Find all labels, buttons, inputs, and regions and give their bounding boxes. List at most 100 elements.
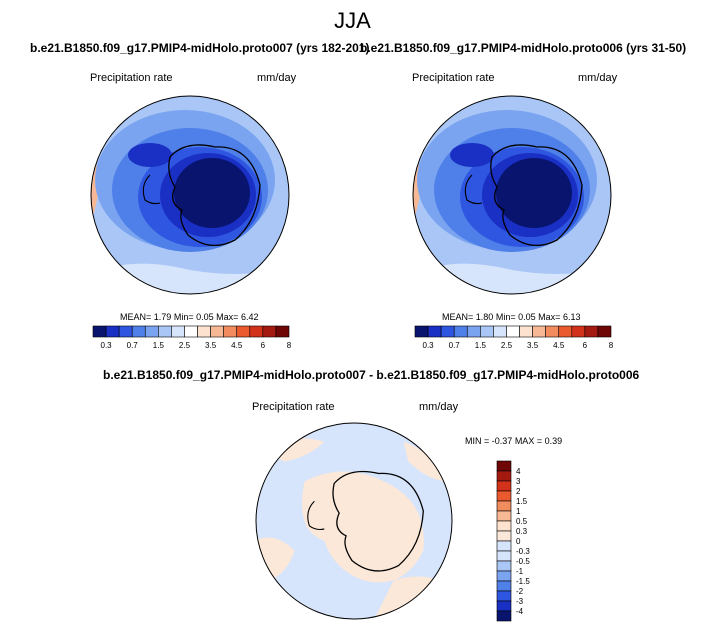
panel3-colorbar-swatch: [496, 550, 512, 562]
panel3-colorbar-tick-label: -2: [516, 587, 524, 596]
panel2-title: b.e21.B1850.f09_g17.PMIP4-midHolo.proto0…: [360, 41, 687, 55]
panel2-colorbar-tick-label: 6: [583, 341, 588, 350]
panel2-min: 0.05: [518, 312, 536, 322]
panel2-colorbar-tick-label: 0.3: [423, 341, 435, 350]
panel3-min-label: MIN =: [465, 436, 490, 446]
panel1-colorbar-tick-label: 4.5: [231, 341, 243, 350]
panel1-colorbar-swatch: [105, 325, 120, 338]
panel3-colorbar-tick-label: -0.3: [516, 547, 530, 556]
panel3-colorbar-swatch: [496, 520, 512, 532]
panel2-colorbar-swatch: [506, 325, 520, 338]
panel1-max-label: Max=: [216, 312, 239, 322]
panel2-max-label: Max=: [538, 312, 561, 322]
panel1-variable: Precipitation rate: [90, 72, 173, 84]
panel1-colorbar-swatch: [210, 325, 224, 338]
panel3-colorbar-tick-label: 2: [516, 487, 521, 496]
panel1-colorbar-swatch: [144, 325, 159, 338]
panel2-mean-label: MEAN=: [442, 312, 474, 322]
panel2-colorbar-swatch: [571, 325, 586, 338]
panel2-colorbar-swatch: [493, 325, 507, 338]
panel2-units: mm/day: [578, 72, 618, 84]
panel1-colorbar-swatch: [118, 325, 133, 338]
panel1-title: b.e21.B1850.f09_g17.PMIP4-midHolo.proto0…: [30, 41, 370, 55]
panel2-min-label: Min=: [495, 312, 516, 322]
panel1-min-label: Min=: [173, 312, 194, 322]
panel3-colorbar-swatch: [496, 490, 512, 502]
panel1-mean-label: MEAN=: [120, 312, 152, 322]
panel2-colorbar: 0.3 0.7 1.5 2.5 3.5 4.5 6 8: [414, 325, 614, 350]
panel1-colorbar-swatch: [236, 325, 251, 338]
panel1-colorbar-tick-label: 3.5: [205, 341, 217, 350]
panel1-colorbar-swatch: [223, 325, 238, 338]
panel1-map: [90, 95, 290, 295]
panel1-colorbar-swatch: [249, 325, 264, 338]
panel2-colorbar-swatch: [414, 325, 429, 338]
panel2-stats: MEAN= 1.80 Min= 0.05 Max= 6.13: [442, 312, 580, 322]
panel3-colorbar-swatch: [496, 470, 512, 482]
panel2-colorbar-tick-label: 8: [609, 341, 614, 350]
panel2-colorbar-swatch: [584, 325, 599, 338]
panel2-colorbar-swatch: [480, 325, 494, 338]
panel3-map: [255, 422, 453, 620]
panel3-colorbar-tick-label: 1: [516, 507, 521, 516]
panel2-colorbar-tick-label: 1.5: [475, 341, 487, 350]
panel1-colorbar-swatch: [275, 325, 290, 338]
panel2-colorbar-tick-label: 2.5: [501, 341, 513, 350]
panel1-mean: 1.79: [153, 312, 172, 322]
panel3-colorbar-swatch: [496, 580, 512, 592]
panel1-colorbar-swatch: [262, 325, 277, 338]
panel1-colorbar-tick-label: 1.5: [153, 341, 165, 350]
panel3-title: b.e21.B1850.f09_g17.PMIP4-midHolo.proto0…: [103, 368, 640, 382]
panel2-colorbar-swatch: [466, 325, 481, 338]
panel2-colorbar-swatch: [597, 325, 612, 338]
panel3-colorbar-swatch: [496, 500, 512, 512]
panel2-mean: 1.80: [475, 312, 494, 322]
panel3-units: mm/day: [419, 401, 459, 413]
panel1-colorbar-swatch: [131, 325, 146, 338]
panel3-max-label: MAX =: [514, 436, 543, 446]
panel3-colorbar-tick-label: -1: [516, 567, 524, 576]
panel3-min: -0.37: [491, 436, 513, 446]
panel1-colorbar-tick-label: 8: [287, 341, 292, 350]
panel3-colorbar-tick-label: -1.5: [516, 577, 530, 586]
panel2-max: 6.13: [562, 312, 581, 322]
panel1-colorbar-swatch: [197, 325, 211, 338]
figure-title: JJA: [334, 8, 371, 33]
panel1-colorbar-swatch: [184, 325, 198, 338]
panel3-stats: MIN = -0.37 MAX = 0.39: [465, 436, 562, 446]
panel2-colorbar-swatch: [558, 325, 573, 338]
panel3-colorbar-swatch: [496, 610, 512, 622]
panel2-colorbar-tick-label: 4.5: [553, 341, 565, 350]
panel1-colorbar-tick-label: 6: [261, 341, 266, 350]
panel1-min: 0.05: [196, 312, 214, 322]
panel1-colorbar-swatch: [92, 325, 107, 338]
panel3-colorbar-tick-label: -3: [516, 597, 524, 606]
panel2-variable: Precipitation rate: [412, 72, 495, 84]
panel3-colorbar-tick-label: 0.5: [516, 517, 528, 526]
panel1-units: mm/day: [257, 72, 297, 84]
panel3-colorbar-tick-label: 1.5: [516, 497, 528, 506]
panel3-colorbar-swatch: [496, 590, 512, 602]
panel2-colorbar-tick-label: 3.5: [527, 341, 539, 350]
panel3-colorbar-tick-label: -4: [516, 607, 524, 616]
panel3-colorbar-tick-label: -0.5: [516, 557, 530, 566]
panel2-colorbar-swatch: [440, 325, 455, 338]
panel3-colorbar-swatch: [496, 460, 512, 472]
panel3-colorbar-tick-label: 0.3: [516, 527, 528, 536]
panel2-colorbar-swatch: [532, 325, 546, 338]
panel3-colorbar-tick-label: 0: [516, 537, 521, 546]
panel1-max: 6.42: [240, 312, 259, 322]
panel3-colorbar-swatch: [496, 540, 512, 552]
panel2-colorbar-swatch: [545, 325, 560, 338]
panel1-colorbar-tick-label: 0.7: [127, 341, 139, 350]
panel2-colorbar-swatch: [519, 325, 533, 338]
panel2-colorbar-tick-label: 0.7: [449, 341, 461, 350]
panel3-colorbar-swatch: [496, 600, 512, 612]
panel3-colorbar-swatch: [496, 510, 512, 522]
panel3-variable: Precipitation rate: [252, 401, 335, 413]
panel3-colorbar-swatch: [496, 480, 512, 492]
panel3-colorbar-tick-label: 4: [516, 467, 521, 476]
panel2-colorbar-swatch: [427, 325, 442, 338]
panel1-colorbar-tick-label: 0.3: [101, 341, 113, 350]
